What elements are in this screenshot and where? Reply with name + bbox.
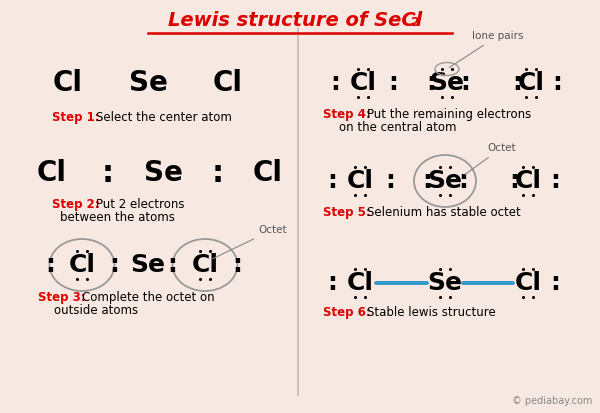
- Text: on the central atom: on the central atom: [339, 121, 457, 134]
- Text: :: :: [45, 253, 55, 277]
- Text: Se: Se: [430, 71, 464, 95]
- Text: Stable lewis structure: Stable lewis structure: [367, 306, 496, 319]
- Text: Step 6:: Step 6:: [323, 306, 371, 319]
- Text: Cl: Cl: [515, 169, 542, 193]
- Text: Cl: Cl: [191, 253, 218, 277]
- Text: © pediabay.com: © pediabay.com: [512, 396, 592, 406]
- Text: Cl: Cl: [517, 71, 545, 95]
- Text: :: :: [327, 169, 337, 193]
- Text: :: :: [327, 271, 337, 295]
- Text: Step 4:: Step 4:: [323, 108, 371, 121]
- Text: Octet: Octet: [465, 143, 515, 174]
- Text: Step 2:: Step 2:: [52, 198, 100, 211]
- Text: Put the remaining electrons: Put the remaining electrons: [367, 108, 531, 121]
- Text: Cl: Cl: [213, 69, 243, 97]
- Text: :: :: [426, 71, 436, 95]
- Text: Se: Se: [143, 159, 182, 187]
- Text: :: :: [167, 253, 177, 277]
- Text: between the atoms: between the atoms: [60, 211, 175, 224]
- Text: :: :: [388, 71, 398, 95]
- Text: Put 2 electrons: Put 2 electrons: [96, 198, 185, 211]
- Text: :: :: [458, 169, 468, 193]
- Text: Step 1:: Step 1:: [52, 111, 100, 124]
- Text: :: :: [330, 71, 340, 95]
- Text: Se: Se: [131, 253, 166, 277]
- Text: Cl: Cl: [347, 169, 373, 193]
- Text: Cl: Cl: [253, 159, 283, 187]
- Text: :: :: [460, 71, 470, 95]
- Text: Step 3:: Step 3:: [38, 291, 86, 304]
- Text: :: :: [232, 253, 242, 277]
- Text: Cl: Cl: [515, 271, 542, 295]
- Text: Octet: Octet: [212, 225, 287, 259]
- Text: :: :: [552, 71, 562, 95]
- Text: Se: Se: [128, 69, 167, 97]
- Text: :: :: [422, 169, 432, 193]
- Text: Se: Se: [427, 271, 463, 295]
- Text: 2: 2: [410, 16, 419, 29]
- Text: :: :: [385, 169, 395, 193]
- Text: :: :: [109, 253, 119, 277]
- Text: Lewis structure of SeCl: Lewis structure of SeCl: [168, 11, 422, 30]
- Text: :: :: [102, 159, 114, 188]
- Text: outside atoms: outside atoms: [54, 304, 138, 317]
- Text: Cl: Cl: [347, 271, 373, 295]
- Text: :: :: [212, 159, 224, 188]
- Text: :: :: [512, 71, 522, 95]
- Text: Selenium has stable octet: Selenium has stable octet: [367, 206, 521, 219]
- Text: :: :: [550, 271, 560, 295]
- Text: :: :: [509, 169, 519, 193]
- Text: Select the center atom: Select the center atom: [96, 111, 232, 124]
- Text: Cl: Cl: [349, 71, 377, 95]
- Text: Cl: Cl: [53, 69, 83, 97]
- Text: lone pairs: lone pairs: [449, 31, 523, 67]
- Text: Se: Se: [427, 169, 463, 193]
- Text: Step 5:: Step 5:: [323, 206, 371, 219]
- Text: Cl: Cl: [37, 159, 67, 187]
- Text: Complete the octet on: Complete the octet on: [82, 291, 215, 304]
- Text: :: :: [550, 169, 560, 193]
- Text: Cl: Cl: [68, 253, 95, 277]
